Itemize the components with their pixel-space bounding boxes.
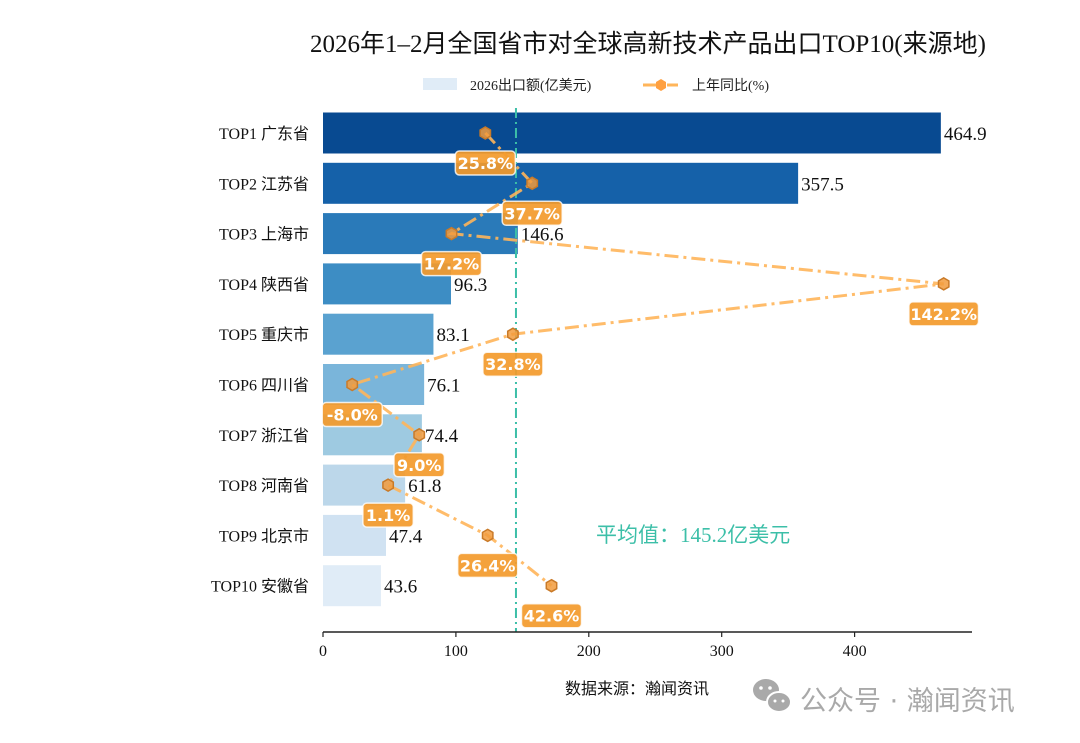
yoy-label: -8.0%: [327, 406, 378, 425]
bar: [323, 364, 425, 405]
x-tick-label: 400: [843, 643, 867, 660]
yoy-marker: [937, 277, 950, 291]
category-label: TOP4 陕西省: [219, 276, 309, 294]
bar-value-label: 61.8: [408, 476, 441, 497]
yoy-marker: [545, 578, 558, 593]
yoy-label-box: [456, 552, 519, 579]
bar: [323, 112, 941, 154]
category-label: TOP8 河南省: [219, 477, 309, 495]
wechat-icon: [753, 679, 792, 713]
legend-marker: [656, 79, 666, 91]
yoy-label: 9.0%: [397, 456, 441, 475]
average-label: 平均值：145.2亿美元: [596, 523, 790, 547]
category-label: TOP7 浙江省: [219, 427, 309, 445]
yoy-label-box: [482, 351, 544, 377]
bar-value-label: 74.4: [425, 426, 459, 447]
yoy-label: 42.6%: [524, 607, 580, 626]
bar-value-label: 357.5: [801, 174, 844, 195]
watermark-text: 公众号 · 瀚闻资讯: [800, 686, 1015, 717]
yoy-label: 1.1%: [366, 506, 410, 525]
yoy-label: 26.4%: [460, 556, 516, 575]
yoy-label-box: [420, 250, 483, 277]
x-tick-label: 0: [319, 643, 327, 660]
bar: [323, 565, 381, 607]
bar-value-label: 76.1: [427, 376, 460, 397]
yoy-marker: [479, 126, 492, 140]
yoy-marker: [445, 226, 458, 241]
yoy-label-box: [362, 502, 415, 528]
bar-value-label: 83.1: [436, 325, 469, 346]
yoy-line: [348, 131, 944, 587]
yoy-label-box: [501, 200, 563, 227]
yoy-marker: [481, 528, 494, 543]
chart-title: 2026年1–2月全国省市对全球高新技术产品出口TOP10(来源地): [310, 30, 986, 58]
source-note: 数据来源：瀚闻资讯: [565, 680, 709, 698]
yoy-label-box: [393, 452, 446, 478]
x-tick-label: 300: [710, 643, 734, 660]
legend-label-line: 上年同比(%): [692, 78, 769, 94]
category-label: TOP6 四川省: [219, 377, 309, 395]
legend-swatch-bar: [423, 78, 457, 90]
yoy-label: 32.8%: [485, 355, 541, 374]
yoy-marker: [526, 176, 539, 191]
yoy-label-box: [520, 602, 583, 629]
yoy-label: 37.7%: [504, 204, 560, 223]
category-label: TOP5 重庆市: [219, 326, 309, 344]
yoy-marker: [413, 427, 426, 442]
legend: 2026出口额(亿美元) 上年同比(%): [423, 78, 769, 94]
category-label: TOP1 广东省: [219, 125, 309, 143]
yoy-label-box: [321, 401, 383, 428]
yoy-label-box: [908, 301, 980, 327]
bar-value-label: 47.4: [389, 526, 423, 547]
bar: [323, 162, 799, 204]
category-label: TOP9 北京市: [219, 527, 309, 545]
watermark: 公众号 · 瀚闻资讯: [753, 679, 1015, 717]
yoy-label: 17.2%: [424, 255, 480, 274]
bar-value-label: 464.9: [944, 124, 987, 145]
yoy-label: 142.2%: [910, 305, 977, 324]
yoy-marker: [506, 327, 519, 342]
x-tick-label: 100: [444, 643, 468, 660]
legend-label-bar: 2026出口额(亿美元): [470, 78, 592, 94]
yoy-marker: [346, 377, 359, 392]
bar: [323, 213, 518, 255]
yoy-marker: [382, 478, 395, 492]
category-label: TOP3 上海市: [219, 226, 309, 244]
x-tick-label: 200: [577, 643, 601, 660]
yoy-label-box: [454, 150, 517, 176]
category-label: TOP10 安徽省: [211, 578, 309, 596]
bar: [323, 313, 434, 355]
category-label: TOP2 江苏省: [219, 175, 309, 193]
bar-value-label: 43.6: [384, 577, 417, 598]
bar-value-label: 96.3: [454, 275, 487, 296]
yoy-label: 25.8%: [458, 154, 514, 173]
